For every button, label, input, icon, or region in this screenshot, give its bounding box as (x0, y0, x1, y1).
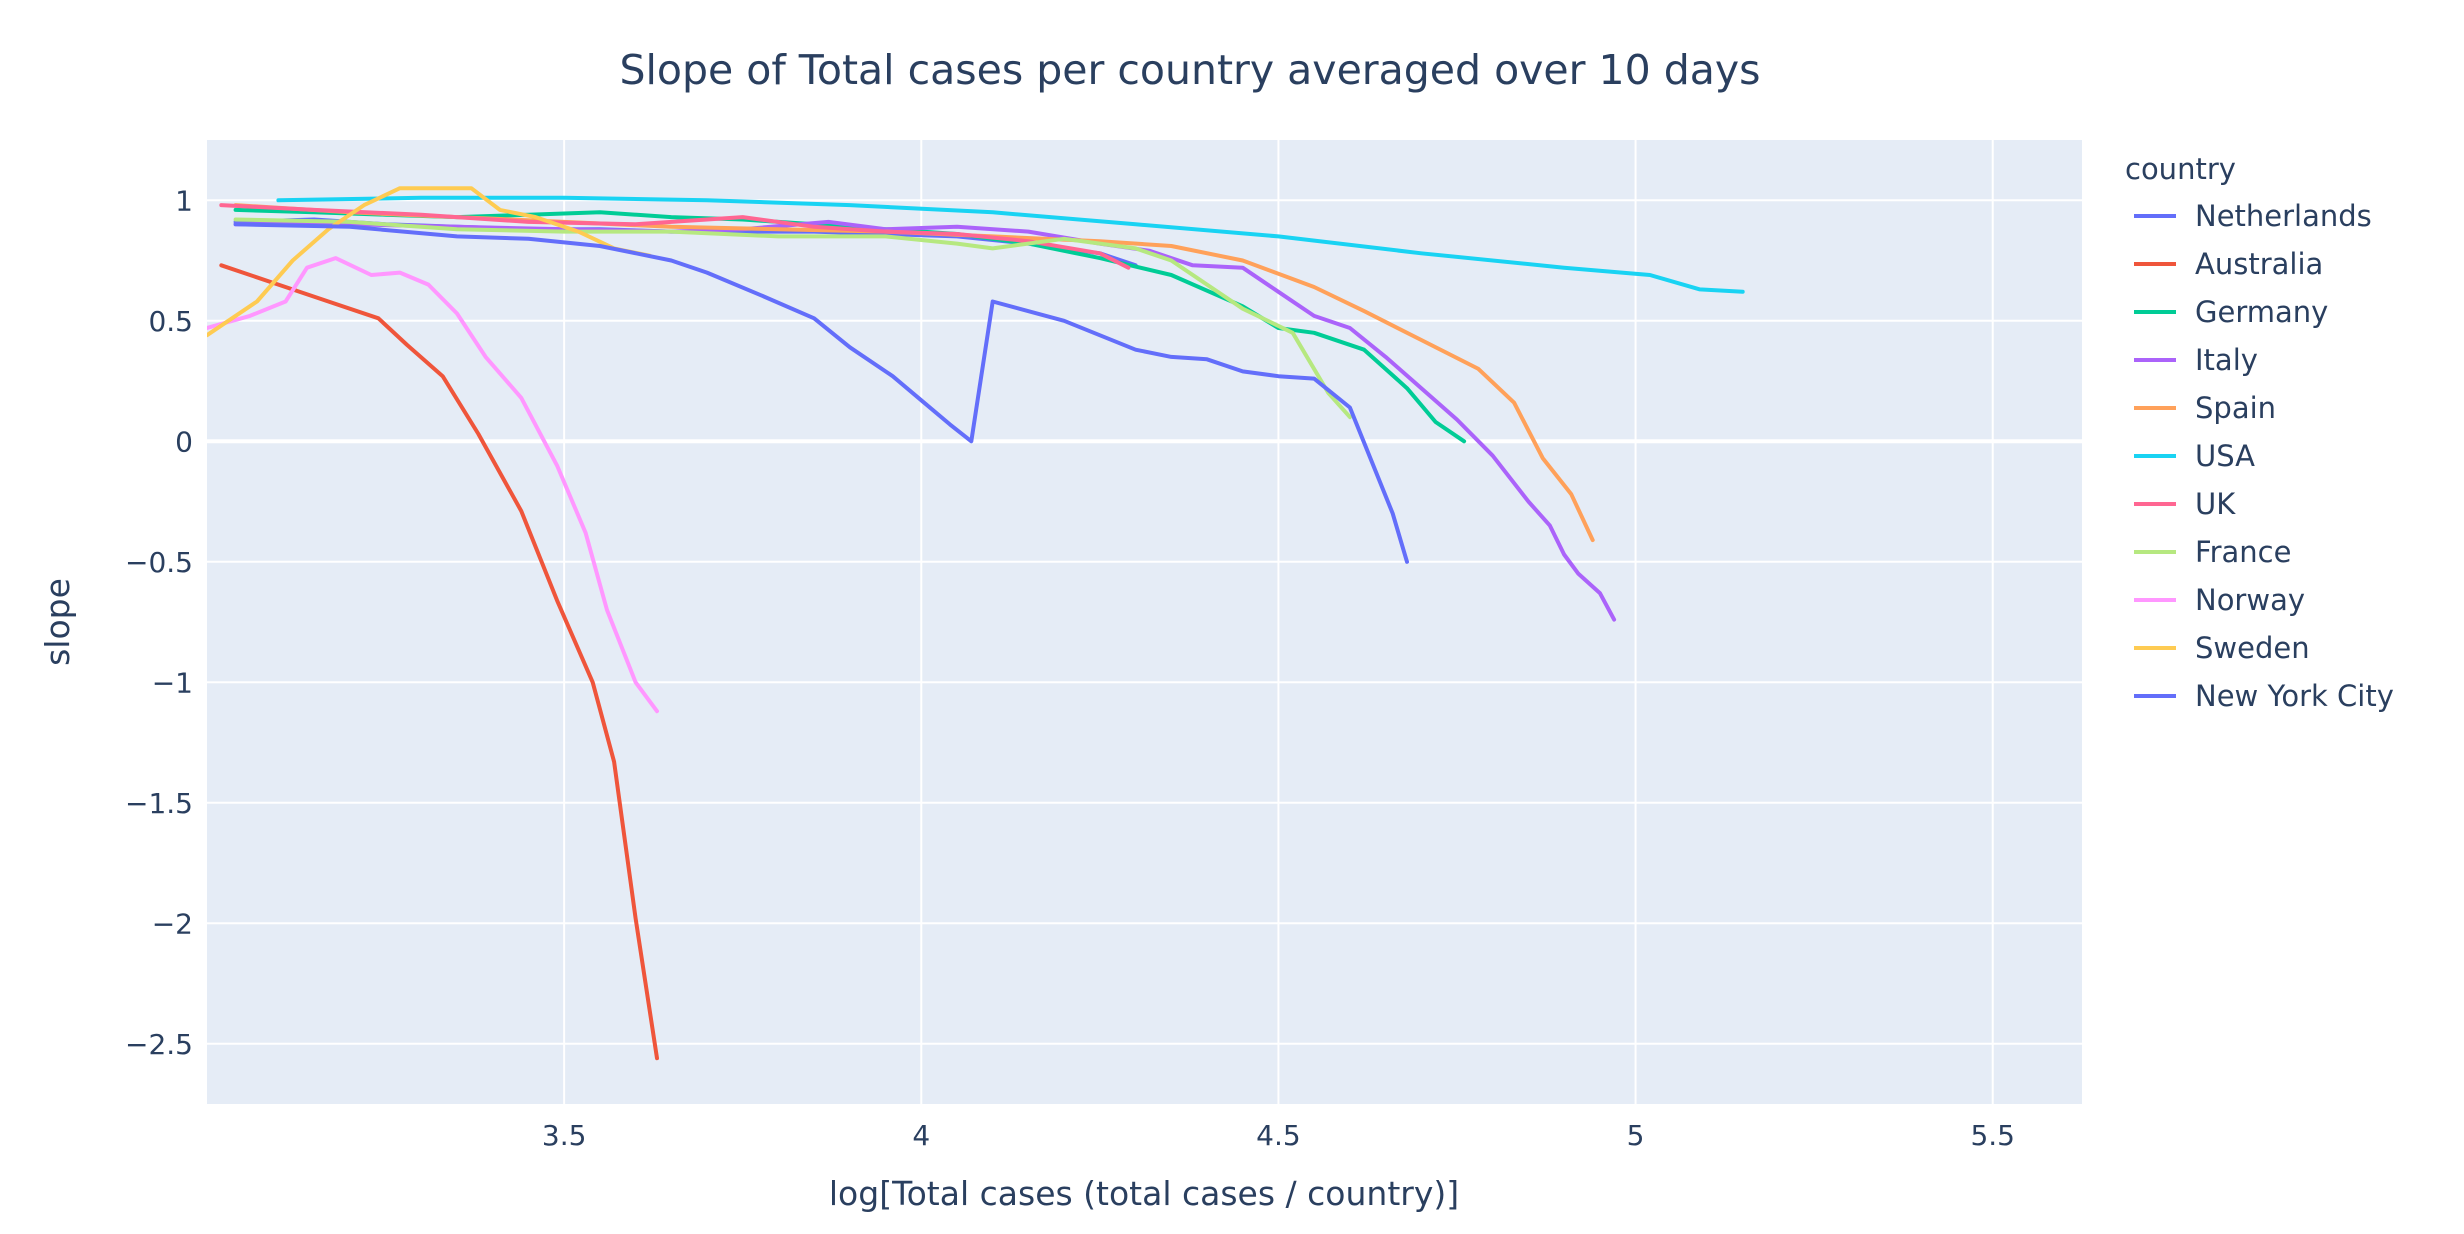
y-tick-label: −1.5 (125, 787, 193, 820)
legend-title: country (2125, 152, 2236, 186)
chart-title: Slope of Total cases per country average… (619, 46, 1760, 94)
series-line-australia (219, 263, 659, 1061)
y-tick-label: 0.5 (148, 305, 193, 338)
y-tick-label: −2.5 (125, 1028, 193, 1061)
legend-label: UK (2195, 487, 2236, 521)
legend: Netherlands Australia Germany Italy Spain USA… (2134, 199, 2394, 713)
series-line-norway (207, 256, 659, 714)
series-line-france (233, 217, 1352, 420)
legend-label: Italy (2195, 343, 2258, 377)
legend-label: France (2195, 535, 2291, 569)
y-tick-label: 1 (175, 184, 193, 217)
y-axis-label: slope (38, 578, 77, 666)
y-axis-ticks: 1 0.5 0 −0.5 −1 −1.5 −2 −2.5 (125, 184, 193, 1061)
x-tick-label: 3.5 (542, 1119, 587, 1152)
y-tick-label: 0 (175, 425, 193, 458)
x-tick-label: 4 (912, 1119, 930, 1152)
legend-label: New York City (2195, 679, 2394, 713)
legend-label: Netherlands (2195, 199, 2372, 233)
series-line-new-york-city (233, 222, 1409, 564)
plot-area (207, 140, 2082, 1104)
legend-label: Germany (2195, 295, 2328, 329)
y-tick-label: −1 (152, 666, 193, 699)
legend-label: Australia (2195, 247, 2323, 281)
x-tick-label: 4.5 (1256, 1119, 1301, 1152)
grid-lines (207, 140, 2082, 1104)
x-axis-ticks: 3.5 4 4.5 5 5.5 (542, 1119, 2015, 1152)
series-line-sweden (207, 186, 652, 338)
series-line-usa (276, 195, 1745, 294)
y-tick-label: −2 (152, 907, 193, 940)
y-tick-label: −0.5 (125, 546, 193, 579)
x-axis-label: log[Total cases (total cases / country)] (829, 1174, 1459, 1213)
legend-label: Sweden (2195, 631, 2310, 665)
series-lines (207, 186, 1745, 1061)
legend-label: USA (2195, 439, 2255, 473)
x-tick-label: 5.5 (1970, 1119, 2015, 1152)
legend-label: Spain (2195, 391, 2276, 425)
x-tick-label: 5 (1627, 1119, 1645, 1152)
legend-label: Norway (2195, 583, 2305, 617)
